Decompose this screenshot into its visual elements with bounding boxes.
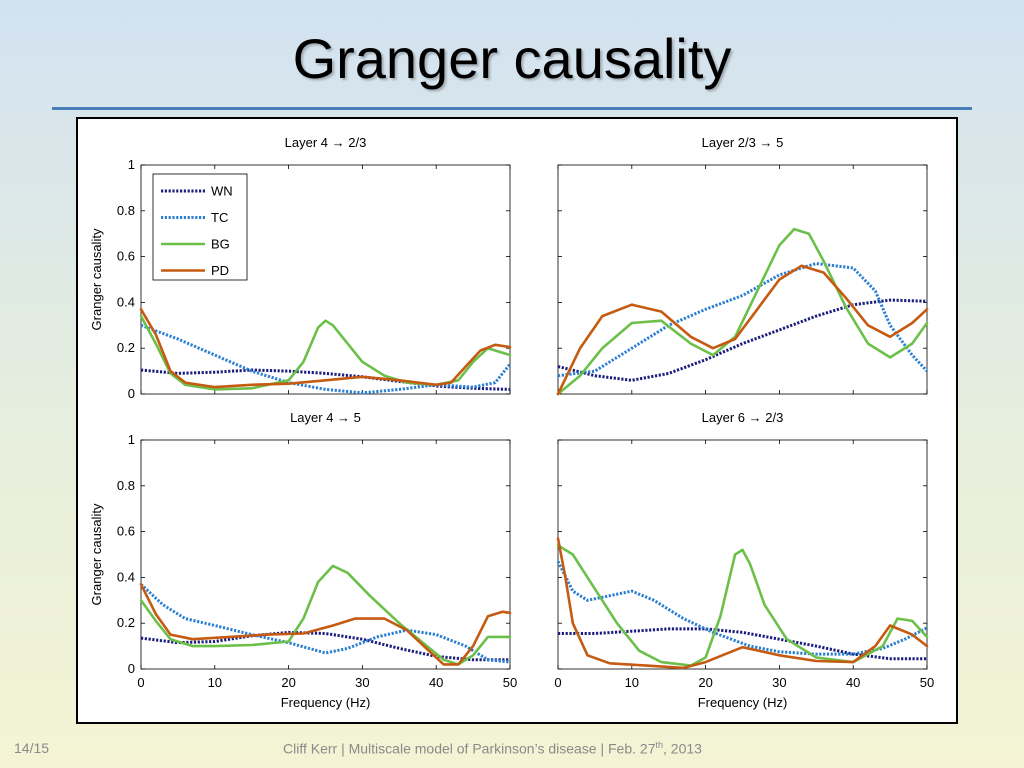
chart-title: Layer 4 → 2/3 — [285, 135, 367, 150]
chart-panel-4: Layer 6 → 2/3 0 10 20 30 40 50 Frequency (Hz) — [554, 410, 934, 710]
series-line-wn — [557, 298, 928, 382]
figure-canvas: Layer 4 → 2/3 0 0.2 0.4 0.6 0.8 1 Granger causa… — [89, 135, 934, 710]
legend-label-wn: WN — [211, 184, 233, 199]
x-axis-label: Frequency (Hz) — [281, 695, 371, 710]
series-line-bg — [139, 564, 512, 666]
legend: WN TC BG PD — [152, 173, 248, 281]
x-tick-label: 20 — [281, 675, 295, 690]
series-line-tc — [139, 583, 511, 664]
y-tick-label: 0.6 — [117, 249, 135, 264]
y-tick-label: 0.2 — [117, 340, 135, 355]
y-axis-label: Granger causality — [89, 228, 104, 330]
series-line-tc — [556, 560, 928, 656]
x-tick-label: 40 — [429, 675, 443, 690]
x-tick-label: 40 — [846, 675, 860, 690]
series-line-pd — [556, 264, 929, 396]
series-line-pd — [139, 582, 512, 666]
chart-title: Layer 2/3 → 5 — [702, 135, 784, 150]
y-tick-label: 0 — [128, 386, 135, 401]
y-tick-label: 1 — [128, 432, 135, 447]
footer-text: Cliff Kerr | Multiscale model of Parkins… — [283, 740, 702, 757]
x-tick-label: 0 — [554, 675, 561, 690]
plot-area — [140, 164, 511, 395]
y-tick-label: 0.4 — [117, 569, 135, 584]
x-axis-label: Frequency (Hz) — [698, 695, 788, 710]
figure-frame: Layer 4 → 2/3 0 0.2 0.4 0.6 0.8 1 Granger causa… — [76, 117, 958, 724]
x-tick-label: 50 — [503, 675, 517, 690]
y-tick-label: 1 — [128, 157, 135, 172]
series-line-bg — [556, 543, 929, 667]
series-line-tc — [140, 323, 512, 395]
y-tick-label: 0.8 — [117, 203, 135, 218]
x-tick-label: 30 — [355, 675, 369, 690]
x-tick-label: 50 — [920, 675, 934, 690]
footer-suffix: , 2013 — [663, 740, 702, 757]
series-line-wn — [140, 630, 510, 662]
page-number: 14/15 — [14, 740, 50, 756]
chart-panel-1: Layer 4 → 2/3 0 0.2 0.4 0.6 0.8 1 Granger causa… — [89, 135, 512, 401]
y-tick-label: 0.8 — [117, 478, 135, 493]
slide-title: Granger causality — [292, 27, 732, 90]
y-tick-label: 0.6 — [117, 524, 135, 539]
chart-panel-2: Layer 2/3 → 5 — [556, 135, 929, 396]
chart-title: Layer 6 → 2/3 — [702, 410, 784, 425]
series-line-pd — [139, 308, 512, 389]
y-axis-label: Granger causality — [89, 503, 104, 605]
series-line-bg — [139, 314, 512, 391]
y-tick-label: 0.2 — [117, 615, 135, 630]
x-tick-label: 20 — [698, 675, 712, 690]
x-tick-label: 10 — [625, 675, 639, 690]
y-tick-label: 0.4 — [117, 294, 135, 309]
legend-label-bg: BG — [211, 237, 230, 252]
series-line-wn — [558, 627, 927, 661]
chart-title: Layer 4 → 5 — [290, 410, 361, 425]
y-tick-label: 0 — [128, 661, 135, 676]
plot-area — [557, 164, 928, 395]
x-tick-label: 10 — [208, 675, 222, 690]
series-line-pd — [556, 537, 929, 670]
plot-area — [140, 439, 511, 670]
chart-panel-3: Layer 4 → 5 0 10 20 30 40 50 0 0.2 0.4 0.6 0.8 1 Freq… — [89, 410, 517, 710]
legend-label-tc: TC — [211, 210, 228, 225]
series-line-tc — [557, 262, 929, 378]
series-line-bg — [556, 227, 929, 396]
title-rule — [52, 107, 972, 110]
legend-label-pd: PD — [211, 263, 229, 278]
footer-prefix: Cliff Kerr | Multiscale model of Parkins… — [283, 740, 656, 757]
footer-superscript: th — [655, 740, 663, 750]
x-tick-label: 0 — [137, 675, 144, 690]
plot-area — [557, 439, 928, 670]
x-tick-label: 30 — [772, 675, 786, 690]
